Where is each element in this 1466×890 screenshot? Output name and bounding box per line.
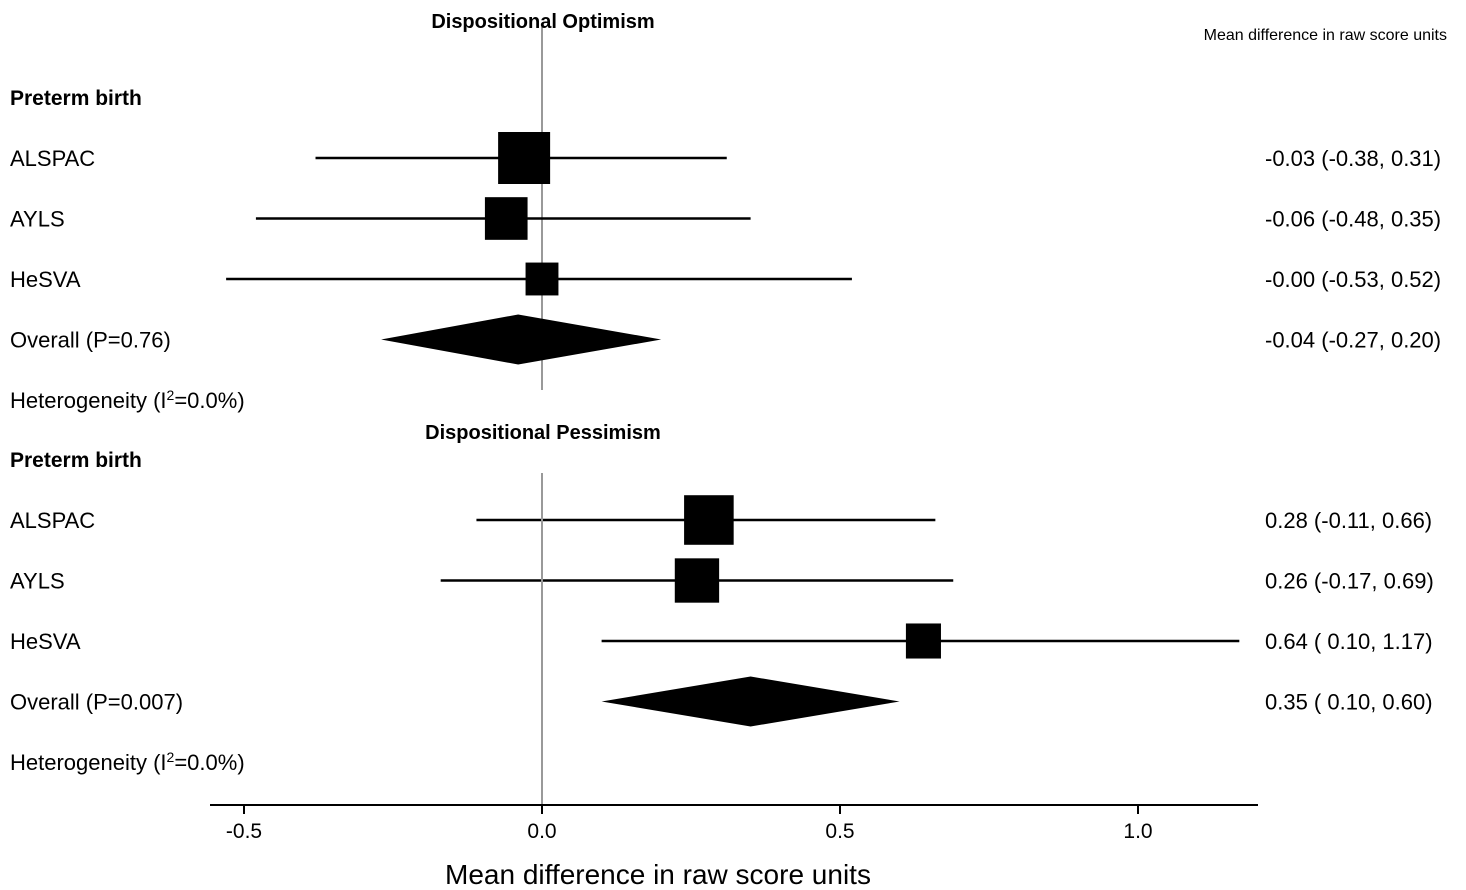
estimate-ci-text: 0.28 (-0.11, 0.66) [1265,508,1432,533]
overall-label: Overall (P=0.007) [10,690,183,715]
heterogeneity-label: Heterogeneity (I2=0.0%) [10,749,245,775]
study-label: HeSVA [10,267,81,292]
overall-ci-text: 0.35 ( 0.10, 0.60) [1265,690,1433,715]
x-axis-label: Mean difference in raw score units [445,859,871,890]
overall-label: Overall (P=0.76) [10,328,171,353]
chart-texts: Dispositional Optimism Preterm birth ALSPA… [10,11,1441,775]
point-estimate-square [525,262,559,296]
group-label: Preterm birth [10,449,142,472]
x-tick-label: 1.0 [1123,820,1152,843]
panel-title: Dispositional Optimism [431,11,654,33]
point-estimate-square [905,623,941,659]
x-axis-ticks: -0.5 0.0 0.5 1.0 [226,805,1153,843]
heterogeneity-label: Heterogeneity (I2=0.0%) [10,387,245,413]
estimate-ci-text: -0.06 (-0.48, 0.35) [1265,207,1441,232]
estimate-ci-text: -0.03 (-0.38, 0.31) [1265,146,1441,171]
estimate-ci-text: -0.00 (-0.53, 0.52) [1265,267,1441,292]
column-header: Mean difference in raw score units [1204,27,1447,44]
point-estimate-square [684,495,734,545]
study-label: AYLS [10,207,65,232]
x-tick-label: -0.5 [226,820,262,843]
x-tick-label: 0.5 [825,820,854,843]
x-tick-label: 0.0 [527,820,556,843]
overall-diamond [381,314,662,365]
study-label: HeSVA [10,629,81,654]
overall-diamond [601,676,900,727]
study-label: ALSPAC [10,508,95,533]
group-label: Preterm birth [10,87,142,110]
panel-title: Dispositional Pessimism [425,422,661,444]
estimate-ci-text: 0.64 ( 0.10, 1.17) [1265,629,1433,654]
point-estimate-square [484,197,528,240]
study-label: AYLS [10,569,65,594]
estimate-ci-text: 0.26 (-0.17, 0.69) [1265,569,1434,594]
chart-marks [226,132,1240,805]
study-label: ALSPAC [10,146,95,171]
point-estimate-square [498,132,551,184]
overall-ci-text: -0.04 (-0.27, 0.20) [1265,328,1441,353]
point-estimate-square [674,558,720,603]
